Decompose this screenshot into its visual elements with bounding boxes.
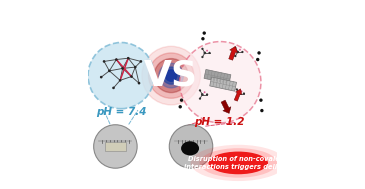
Circle shape bbox=[201, 93, 204, 96]
Circle shape bbox=[256, 58, 260, 61]
Bar bbox=[105, 142, 126, 151]
Circle shape bbox=[100, 76, 103, 78]
Circle shape bbox=[236, 97, 238, 99]
Circle shape bbox=[163, 67, 180, 84]
Bar bbox=[204, 69, 231, 84]
Circle shape bbox=[201, 48, 204, 50]
Circle shape bbox=[108, 70, 111, 72]
Circle shape bbox=[203, 52, 206, 54]
Circle shape bbox=[139, 60, 142, 63]
Circle shape bbox=[94, 125, 137, 168]
FancyArrow shape bbox=[229, 46, 238, 60]
Circle shape bbox=[154, 59, 188, 93]
Circle shape bbox=[237, 51, 239, 53]
Circle shape bbox=[236, 88, 238, 91]
Circle shape bbox=[112, 87, 115, 89]
Circle shape bbox=[180, 42, 261, 123]
Circle shape bbox=[206, 93, 208, 96]
Circle shape bbox=[204, 91, 205, 93]
Text: pH = 1.2: pH = 1.2 bbox=[194, 117, 245, 127]
Circle shape bbox=[203, 31, 206, 35]
Circle shape bbox=[121, 67, 124, 70]
Circle shape bbox=[208, 52, 211, 54]
Circle shape bbox=[130, 75, 133, 78]
Circle shape bbox=[119, 79, 122, 82]
Circle shape bbox=[88, 43, 154, 109]
Circle shape bbox=[169, 125, 213, 168]
FancyArrow shape bbox=[234, 89, 242, 101]
Circle shape bbox=[199, 98, 201, 100]
Circle shape bbox=[103, 60, 105, 63]
Circle shape bbox=[260, 109, 264, 112]
Circle shape bbox=[180, 98, 183, 102]
Circle shape bbox=[241, 90, 242, 92]
Text: pH = 7.4: pH = 7.4 bbox=[96, 108, 146, 117]
Circle shape bbox=[127, 57, 130, 60]
Circle shape bbox=[243, 92, 245, 95]
Text: VS: VS bbox=[144, 59, 198, 93]
Circle shape bbox=[259, 98, 263, 102]
Circle shape bbox=[134, 66, 137, 68]
FancyArrow shape bbox=[221, 100, 231, 113]
Circle shape bbox=[206, 50, 208, 52]
Circle shape bbox=[165, 70, 177, 81]
Circle shape bbox=[159, 63, 184, 88]
Circle shape bbox=[234, 55, 237, 57]
Circle shape bbox=[257, 51, 261, 55]
Ellipse shape bbox=[191, 145, 286, 181]
Circle shape bbox=[199, 89, 201, 91]
Text: Disruption of non-covalent
interactions triggers delivery: Disruption of non-covalent interactions … bbox=[184, 156, 293, 170]
Circle shape bbox=[115, 58, 118, 61]
Bar bbox=[210, 77, 237, 91]
Circle shape bbox=[239, 49, 241, 51]
Ellipse shape bbox=[181, 141, 199, 155]
Circle shape bbox=[142, 46, 200, 105]
Circle shape bbox=[234, 47, 237, 49]
Circle shape bbox=[238, 92, 241, 95]
Circle shape bbox=[201, 56, 204, 58]
Circle shape bbox=[149, 53, 194, 98]
Circle shape bbox=[241, 51, 243, 53]
Circle shape bbox=[201, 37, 205, 40]
Ellipse shape bbox=[208, 152, 268, 174]
Circle shape bbox=[138, 82, 141, 84]
Circle shape bbox=[178, 105, 182, 108]
Ellipse shape bbox=[200, 148, 277, 178]
